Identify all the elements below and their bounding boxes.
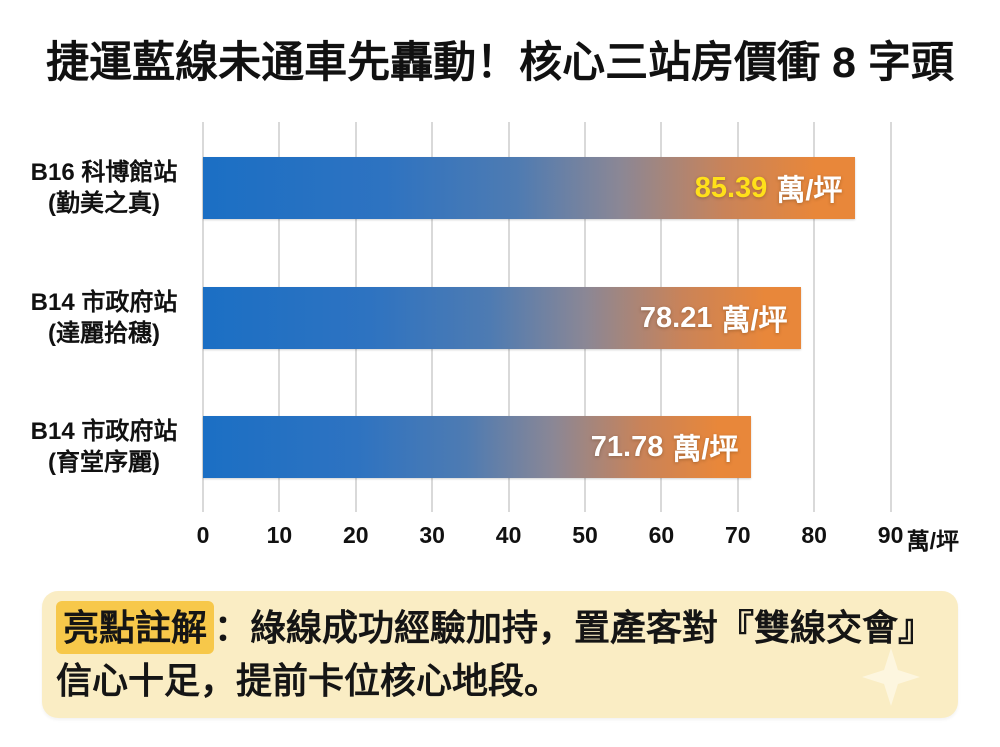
bar-row: B16 科博館站 (勤美之真) 85.39 萬/坪 <box>0 157 1000 219</box>
bar-value-label: 85.39 萬/坪 <box>695 157 843 219</box>
bar-value-number: 78.21 <box>639 301 713 334</box>
bar-category-line-1: B16 科博館站 <box>30 159 178 186</box>
annotation-highlight-label: 亮點註解 <box>56 601 215 654</box>
gridline <box>813 122 816 512</box>
annotation-line-1-text: ：綠線成功經驗加持，置產客對『雙線交會』 <box>214 607 935 648</box>
annotation-line-2: 信心十足，提前卡位核心地段。 <box>56 660 561 701</box>
x-tick-label: 0 <box>196 522 210 548</box>
x-tick-label: 50 <box>572 522 598 548</box>
x-tick-label: 70 <box>725 522 751 548</box>
bar-category-label: B14 市政府站 (育堂序麗) <box>14 416 194 478</box>
x-axis-unit-label: 萬/坪 <box>906 528 959 554</box>
bar: 85.39 萬/坪 <box>203 157 856 219</box>
bar-category-line-1: B14 市政府站 <box>30 289 178 316</box>
x-tick-label: 20 <box>343 522 369 548</box>
annotation-box: 亮點註解 ：綠線成功經驗加持，置產客對『雙線交會』 信心十足，提前卡位核心地段。 <box>42 591 958 718</box>
bar-category-label: B16 科博館站 (勤美之真) <box>14 157 194 219</box>
bar-category-line-2: (達麗拾穗) <box>48 320 160 347</box>
bar-category-line-1: B14 市政府站 <box>30 418 178 445</box>
bar-value-unit: 萬/坪 <box>721 305 788 337</box>
x-tick-label: 80 <box>801 522 827 548</box>
gridline <box>889 122 892 512</box>
chart-title: 捷運藍線未通車先轟動！核心三站房價衝 8 字頭 <box>46 39 954 87</box>
bar-category-label: B14 市政府站 (達麗拾穗) <box>14 287 194 349</box>
bar-category-line-2: (勤美之真) <box>48 190 160 217</box>
bar-value-unit: 萬/坪 <box>672 434 739 466</box>
x-tick-label: 40 <box>495 522 522 548</box>
bar-row: B14 市政府站 (育堂序麗) 71.78 萬/坪 <box>0 416 1000 478</box>
bar-row: B14 市政府站 (達麗拾穗) 78.21 萬/坪 <box>0 287 1000 349</box>
bar-value-unit: 萬/坪 <box>776 175 843 207</box>
bar-category-line-2: (育堂序麗) <box>48 449 160 476</box>
x-tick-label: 30 <box>419 522 445 548</box>
annotation-line-1: 亮點註解 ：綠線成功經驗加持，置產客對『雙線交會』 <box>56 601 944 654</box>
bar-value-number: 71.78 <box>590 430 664 463</box>
x-tick-label: 90 <box>877 522 904 548</box>
x-tick-label: 60 <box>648 522 675 548</box>
bar-value-label: 78.21 萬/坪 <box>640 287 788 349</box>
bar: 71.78 萬/坪 <box>203 416 752 478</box>
bar-value-number: 85.39 <box>694 171 768 204</box>
x-tick-label: 10 <box>266 522 293 548</box>
bar: 78.21 萬/坪 <box>203 287 801 349</box>
bar-value-label: 71.78 萬/坪 <box>591 416 739 478</box>
chart: 0 10 20 30 40 50 60 70 80 90 萬/坪 B16 科博館站 (勤美之真) 85.3… <box>0 122 1000 554</box>
